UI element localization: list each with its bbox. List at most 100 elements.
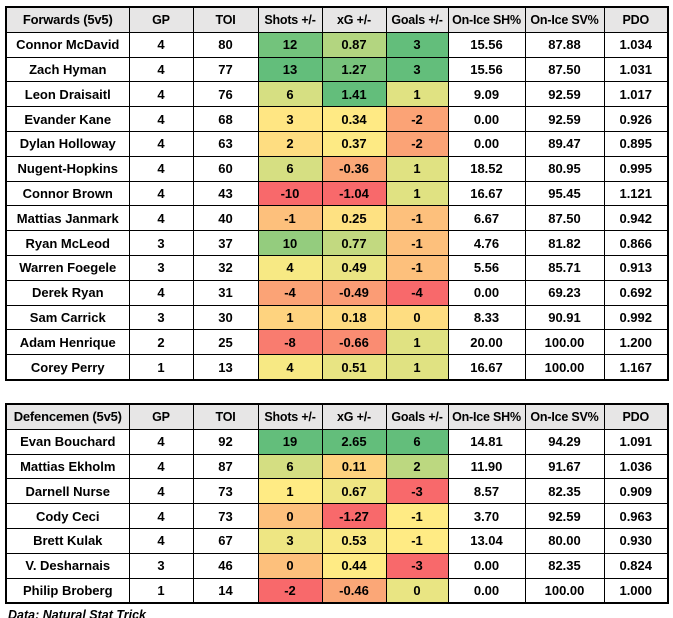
pdo-cell: 0.995 <box>603 155 669 182</box>
player-name-cell: Darnell Nurse <box>5 478 130 505</box>
column-header-pdo: PDO <box>603 6 669 33</box>
goals-diff-cell: -2 <box>385 106 449 132</box>
toi-cell: 40 <box>192 205 259 232</box>
player-row: Warren Foegele 3 32 4 0.49 -1 5.56 85.71 0.913 <box>5 254 669 281</box>
xg-diff-cell: 1.41 <box>321 81 387 108</box>
xg-diff-cell: 0.67 <box>321 478 387 505</box>
onice-sh-pct-cell: 14.81 <box>447 428 526 455</box>
onice-sv-pct-cell: 82.35 <box>524 552 605 579</box>
gp-cell: 3 <box>128 552 194 579</box>
goals-diff-cell: -3 <box>385 552 449 579</box>
goals-diff-cell: 3 <box>385 56 449 83</box>
shots-diff-cell: 1 <box>257 304 323 331</box>
shots-diff-cell: -10 <box>257 180 323 207</box>
gp-cell: 4 <box>128 31 194 58</box>
column-header-xg: xG +/- <box>321 403 387 430</box>
onice-sh-pct-cell: 4.76 <box>447 230 526 256</box>
goals-diff-cell: -1 <box>385 527 449 554</box>
shots-diff-cell: 3 <box>257 106 323 132</box>
onice-sv-pct-cell: 87.88 <box>524 31 605 58</box>
onice-sh-pct-cell: 11.90 <box>447 453 526 480</box>
xg-diff-cell: -1.27 <box>321 503 387 529</box>
toi-cell: 32 <box>192 254 259 281</box>
player-row: Leon Draisaitl 4 76 6 1.41 1 9.09 92.59 1.017 <box>5 81 669 108</box>
defencemen-body: Evan Bouchard 4 92 19 2.65 6 14.81 94.29 1.091 Ma… <box>5 428 669 604</box>
onice-sh-pct-cell: 5.56 <box>447 254 526 281</box>
onice-sh-pct-cell: 9.09 <box>447 81 526 108</box>
player-name-cell: Adam Henrique <box>5 329 130 356</box>
shots-diff-cell: 0 <box>257 552 323 579</box>
gp-cell: 4 <box>128 155 194 182</box>
player-row: Cody Ceci 4 73 0 -1.27 -1 3.70 92.59 0.963 <box>5 503 669 529</box>
shots-diff-cell: 12 <box>257 31 323 58</box>
player-name-cell: Leon Draisaitl <box>5 81 130 108</box>
toi-cell: 68 <box>192 106 259 132</box>
pdo-cell: 0.692 <box>603 279 669 306</box>
player-row: V. Desharnais 3 46 0 0.44 -3 0.00 82.35 0.824 <box>5 552 669 579</box>
shots-diff-cell: 1 <box>257 478 323 505</box>
onice-sh-pct-cell: 8.57 <box>447 478 526 505</box>
toi-cell: 46 <box>192 552 259 579</box>
pdo-cell: 0.992 <box>603 304 669 331</box>
gp-cell: 1 <box>128 577 194 604</box>
xg-diff-cell: -0.66 <box>321 329 387 356</box>
onice-sv-pct-cell: 81.82 <box>524 230 605 256</box>
toi-cell: 73 <box>192 478 259 505</box>
column-header-toi: TOI <box>192 403 259 430</box>
player-name-cell: Evander Kane <box>5 106 130 132</box>
pdo-cell: 0.909 <box>603 478 669 505</box>
player-name-cell: Connor McDavid <box>5 31 130 58</box>
goals-diff-cell: -2 <box>385 130 449 157</box>
gp-cell: 3 <box>128 254 194 281</box>
xg-diff-cell: 0.25 <box>321 205 387 232</box>
onice-sv-pct-cell: 87.50 <box>524 205 605 232</box>
gp-cell: 4 <box>128 527 194 554</box>
gp-cell: 3 <box>128 230 194 256</box>
column-header-pdo: PDO <box>603 403 669 430</box>
data-source-credit: Data: Natural Stat Trick <box>8 608 147 618</box>
gp-cell: 1 <box>128 354 194 381</box>
column-header-shots: Shots +/- <box>257 403 323 430</box>
toi-cell: 67 <box>192 527 259 554</box>
goals-diff-cell: 1 <box>385 329 449 356</box>
toi-cell: 14 <box>192 577 259 604</box>
player-row: Ryan McLeod 3 37 10 0.77 -1 4.76 81.82 0.866 <box>5 230 669 256</box>
gp-cell: 4 <box>128 81 194 108</box>
onice-sh-pct-cell: 13.04 <box>447 527 526 554</box>
onice-sh-pct-cell: 3.70 <box>447 503 526 529</box>
gp-cell: 2 <box>128 329 194 356</box>
goals-diff-cell: 0 <box>385 304 449 331</box>
goals-diff-cell: -4 <box>385 279 449 306</box>
onice-sv-pct-cell: 90.91 <box>524 304 605 331</box>
onice-sv-pct-cell: 100.00 <box>524 329 605 356</box>
onice-sh-pct-cell: 0.00 <box>447 279 526 306</box>
goals-diff-cell: 0 <box>385 577 449 604</box>
xg-diff-cell: 0.44 <box>321 552 387 579</box>
onice-sv-pct-cell: 89.47 <box>524 130 605 157</box>
goals-diff-cell: 2 <box>385 453 449 480</box>
toi-cell: 30 <box>192 304 259 331</box>
player-name-cell: Ryan McLeod <box>5 230 130 256</box>
onice-sv-pct-cell: 85.71 <box>524 254 605 281</box>
forwards-body: Connor McDavid 4 80 12 0.87 3 15.56 87.88 1.034 Z… <box>5 31 669 381</box>
onice-sv-pct-cell: 82.35 <box>524 478 605 505</box>
player-row: Adam Henrique 2 25 -8 -0.66 1 20.00 100.00 1.200 <box>5 329 669 356</box>
onice-sv-pct-cell: 87.50 <box>524 56 605 83</box>
toi-cell: 63 <box>192 130 259 157</box>
onice-sh-pct-cell: 0.00 <box>447 552 526 579</box>
pdo-cell: 0.913 <box>603 254 669 281</box>
shots-diff-cell: 2 <box>257 130 323 157</box>
shots-diff-cell: -4 <box>257 279 323 306</box>
pdo-cell: 0.895 <box>603 130 669 157</box>
xg-diff-cell: 0.11 <box>321 453 387 480</box>
pdo-cell: 0.930 <box>603 527 669 554</box>
goals-diff-cell: -1 <box>385 230 449 256</box>
xg-diff-cell: -0.46 <box>321 577 387 604</box>
gp-cell: 4 <box>128 478 194 505</box>
xg-diff-cell: 0.18 <box>321 304 387 331</box>
column-header-on-ice-sv: On-Ice SV% <box>524 6 605 33</box>
column-header-xg: xG +/- <box>321 6 387 33</box>
xg-diff-cell: 0.53 <box>321 527 387 554</box>
player-name-cell: Dylan Holloway <box>5 130 130 157</box>
column-header-on-ice-sv: On-Ice SV% <box>524 403 605 430</box>
